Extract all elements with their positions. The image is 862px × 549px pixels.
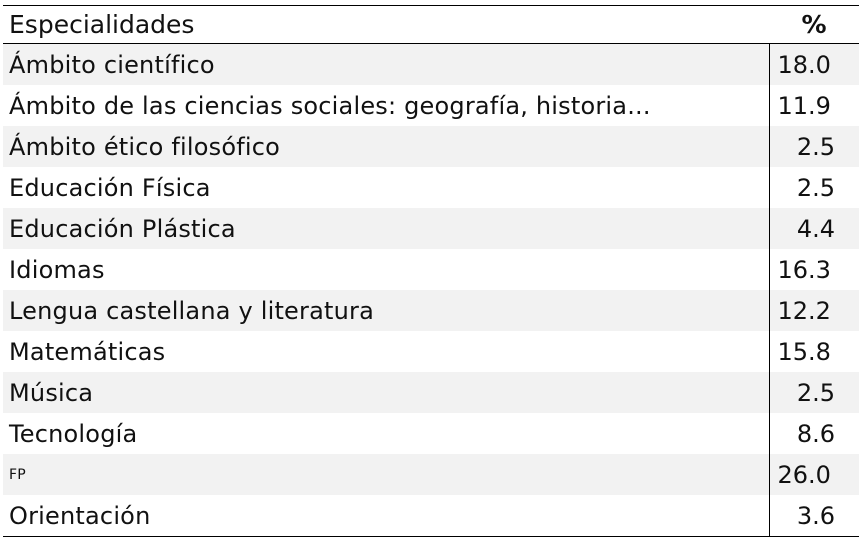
row-name: Matemáticas	[9, 337, 166, 366]
table-row: Música 2.5	[3, 372, 859, 413]
table-header-row: Especialidades %	[3, 5, 859, 44]
table-row: Tecnología 8.6	[3, 413, 859, 454]
header-percent: %	[769, 5, 859, 44]
table-row: FP 26.0	[3, 454, 859, 495]
specialties-table-container: Especialidades % Ámbito científico 18.0 …	[3, 5, 859, 537]
row-name: Música	[3, 372, 769, 413]
row-name: Educación Física	[9, 173, 211, 202]
table-row: Idiomas 16.3	[3, 249, 859, 290]
row-percent: 15.8	[768, 331, 859, 372]
table-row: Matemáticas 15.8	[3, 331, 859, 372]
table-row: Lengua castellana y literatura 12.2	[3, 290, 859, 331]
row-percent: 3.6	[768, 495, 859, 537]
table-row: Ámbito científico 18.0	[3, 43, 859, 85]
row-name: Lengua castellana y literatura	[3, 290, 769, 331]
row-name: Ámbito ético filosófico	[3, 126, 769, 167]
row-percent: 2.5	[768, 372, 859, 413]
table-row: Educación Física 2.5	[3, 167, 859, 208]
row-name: Ámbito científico	[3, 43, 769, 85]
row-percent: 26.0	[768, 454, 859, 495]
table-row: Educación Plástica 4.4	[3, 208, 859, 249]
header-especialidades: Especialidades	[3, 5, 769, 44]
row-percent: 8.6	[768, 413, 859, 454]
row-name: Idiomas	[9, 255, 105, 284]
table-row: Ámbito de las ciencias sociales: geograf…	[3, 85, 859, 126]
specialties-table: Especialidades % Ámbito científico 18.0 …	[3, 5, 859, 537]
row-name: Educación Plástica	[3, 208, 769, 249]
row-percent: 12.2	[768, 290, 859, 331]
row-name: Orientación	[3, 495, 769, 537]
row-name: Tecnología	[9, 419, 138, 448]
row-percent: 11.9	[768, 85, 859, 126]
row-name: Ámbito de las ciencias sociales: geograf…	[9, 91, 651, 120]
row-percent: 18.0	[768, 43, 859, 85]
row-percent: 4.4	[768, 208, 859, 249]
row-name: FP	[3, 454, 769, 495]
table-row: Orientación 3.6	[3, 495, 859, 537]
table-row: Ámbito ético filosófico 2.5	[3, 126, 859, 167]
row-percent: 2.5	[768, 126, 859, 167]
row-percent: 16.3	[768, 249, 859, 290]
row-percent: 2.5	[768, 167, 859, 208]
